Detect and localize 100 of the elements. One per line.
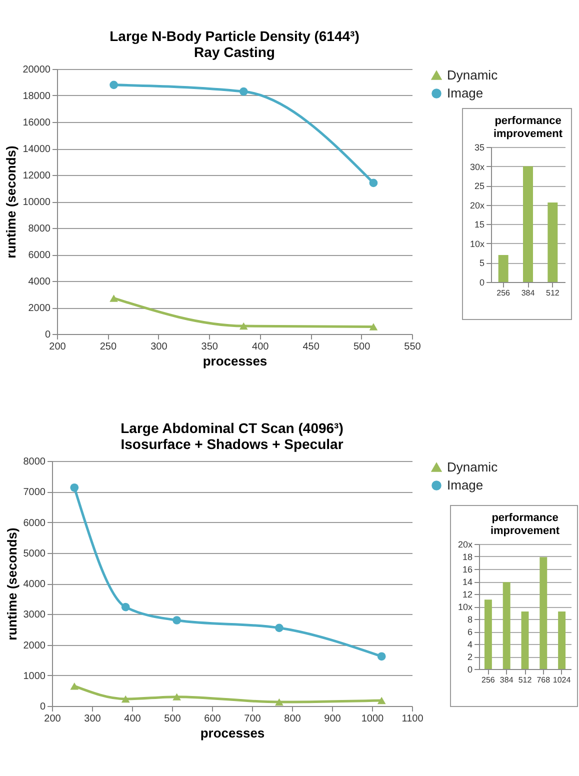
point xyxy=(70,682,79,690)
y-tick-label: 6 xyxy=(467,627,472,637)
y-tick-label: 7000 xyxy=(23,487,46,498)
x-tick-label: 500 xyxy=(164,714,182,724)
y-tick-label: 2000 xyxy=(28,303,51,314)
point xyxy=(239,87,248,96)
chart-title: Large N-Body Particle Density (6144³) xyxy=(110,28,360,44)
point xyxy=(172,693,181,700)
x-tick-label: 200 xyxy=(44,714,62,724)
x-tick-label: 300 xyxy=(150,342,168,352)
x-tick-label: 450 xyxy=(302,342,320,352)
x-axis-title: processes xyxy=(202,354,268,368)
bar xyxy=(523,166,533,282)
point xyxy=(121,602,130,612)
y-tick-label: 4 xyxy=(467,640,472,650)
point xyxy=(110,294,118,302)
y-tick-label: 14000 xyxy=(22,144,51,155)
x-axis-title: processes xyxy=(200,726,265,740)
chart-title: Large Abdominal CT Scan (4096³) xyxy=(120,420,344,436)
bar xyxy=(484,600,492,669)
y-tick-label: 0 xyxy=(467,664,472,674)
y-tick-label: 8 xyxy=(467,614,472,624)
y-tick-label: 12000 xyxy=(22,170,51,182)
x-tick-label: 200 xyxy=(49,342,66,352)
x-tick-label: 900 xyxy=(324,714,342,724)
x-tick-label: 800 xyxy=(284,714,302,724)
point xyxy=(377,652,386,661)
legend-label: Image xyxy=(447,86,484,100)
y-tick-label: 0 xyxy=(44,330,51,340)
y-tick-label: 30x xyxy=(470,162,485,172)
bar xyxy=(548,202,558,282)
x-tick-label: 300 xyxy=(84,714,102,724)
x-tick-label: 250 xyxy=(100,342,117,352)
x-tick-label: 350 xyxy=(201,342,218,352)
y-axis-title: runtime (seconds) xyxy=(4,528,20,640)
point xyxy=(369,323,378,330)
y-tick-label: 10x xyxy=(470,238,485,249)
x-tick-label: 600 xyxy=(204,714,222,724)
y-axis-title: runtime (seconds) xyxy=(4,146,19,258)
chart-title: performance improvement xyxy=(490,512,560,537)
x-tick-label: 512 xyxy=(518,676,532,684)
y-tick-label: 16000 xyxy=(22,118,51,128)
chart-title: performance improvement xyxy=(493,115,563,140)
y-tick-label: 4000 xyxy=(23,579,46,590)
bar xyxy=(521,612,529,669)
point xyxy=(110,80,118,90)
x-tick-label: 400 xyxy=(252,342,270,352)
x-tick-label: 256 xyxy=(482,676,496,684)
y-tick-label: 18 xyxy=(462,552,472,562)
point xyxy=(172,616,181,624)
bar xyxy=(540,557,548,669)
y-tick-label: 0 xyxy=(479,278,484,288)
point xyxy=(121,695,130,703)
y-tick-label: 10x xyxy=(458,602,473,612)
x-tick-label: 700 xyxy=(244,714,262,724)
y-tick-label: 15 xyxy=(474,220,484,230)
point xyxy=(369,178,378,188)
y-tick-label: 4000 xyxy=(28,276,51,288)
y-tick-label: 16 xyxy=(462,564,472,574)
point xyxy=(239,322,248,330)
y-tick-label: 25 xyxy=(474,181,484,192)
chart-subtitle: Ray Casting xyxy=(194,44,275,60)
x-tick-label: 384 xyxy=(500,676,514,684)
x-tick-label: 550 xyxy=(404,342,422,352)
point xyxy=(275,698,284,706)
y-tick-label: 5 xyxy=(479,258,484,268)
legend-label: Image xyxy=(447,478,484,492)
bar xyxy=(502,582,510,669)
y-tick-label: 20x xyxy=(470,200,485,210)
y-tick-label: 20x xyxy=(458,540,473,550)
y-tick-label: 20000 xyxy=(22,64,51,76)
bar xyxy=(498,255,508,282)
point xyxy=(70,483,79,492)
point xyxy=(377,696,386,704)
y-tick-label: 2 xyxy=(467,652,472,662)
legend-label: Dynamic xyxy=(447,460,498,474)
y-tick-label: 18000 xyxy=(22,91,51,102)
x-tick-label: 256 xyxy=(496,288,511,298)
bar xyxy=(558,612,566,669)
y-tick-label: 14 xyxy=(462,577,472,587)
chart-subtitle: Isosurface + Shadows + Specular xyxy=(120,436,344,452)
x-tick-label: 1000 xyxy=(361,714,384,724)
y-tick-label: 0 xyxy=(40,702,46,712)
x-tick-label: 512 xyxy=(546,288,560,298)
point xyxy=(275,624,284,632)
x-tick-label: 1024 xyxy=(552,676,572,684)
x-tick-label: 768 xyxy=(536,676,551,684)
y-tick-label: 5000 xyxy=(23,548,46,560)
x-tick-label: 500 xyxy=(353,342,371,352)
y-tick-label: 12 xyxy=(462,590,472,600)
x-tick-label: 384 xyxy=(521,288,536,298)
legend-label: Dynamic xyxy=(447,68,498,82)
y-tick-label: 2000 xyxy=(23,640,46,652)
y-tick-label: 35 xyxy=(474,142,484,152)
y-tick-label: 8000 xyxy=(28,224,51,234)
x-tick-label: 1100 xyxy=(402,714,424,724)
y-tick-label: 8000 xyxy=(23,456,46,468)
y-tick-label: 3000 xyxy=(23,610,46,621)
x-tick-label: 400 xyxy=(124,714,142,724)
y-tick-label: 6000 xyxy=(23,518,46,529)
